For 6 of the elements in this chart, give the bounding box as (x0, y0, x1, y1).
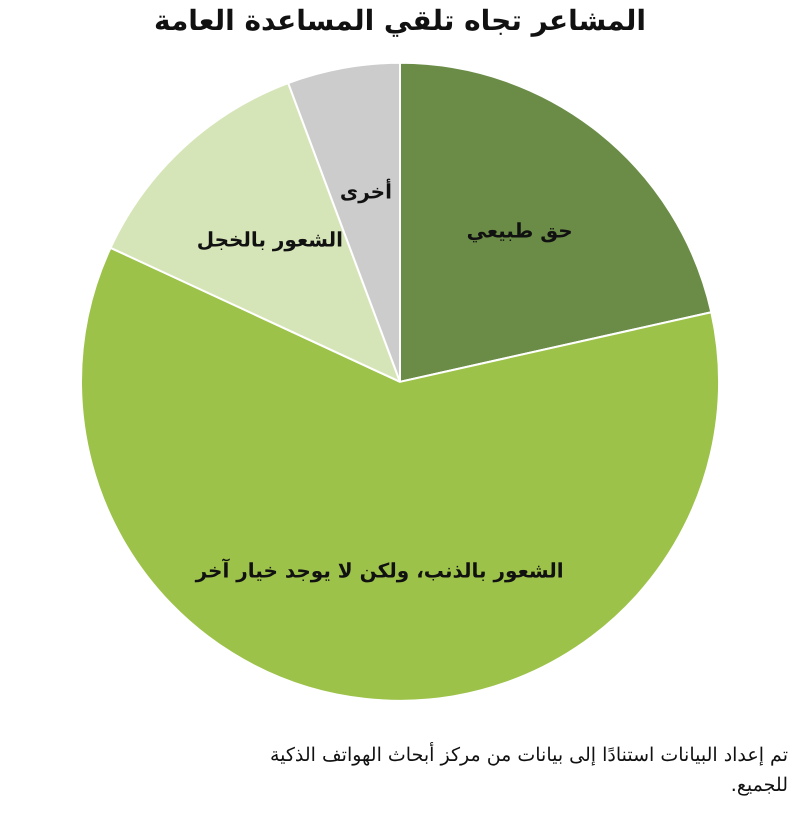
text: تم إعداد البيانات استنادًا إلى بيانات من مركز أبحاث الهواتف الذكية للجميع. (268, 741, 788, 798)
slice-label: الشعور بالخجل (196, 228, 343, 252)
slice-label: أخرى (340, 178, 392, 204)
slice-label: حق طبيعي (466, 218, 573, 243)
slice-label: الشعور بالذنب، ولكن لا يوجد خيار آخر (194, 557, 564, 582)
chart-title: المشاعر تجاه تلقي المساعدة العامة (154, 4, 646, 38)
